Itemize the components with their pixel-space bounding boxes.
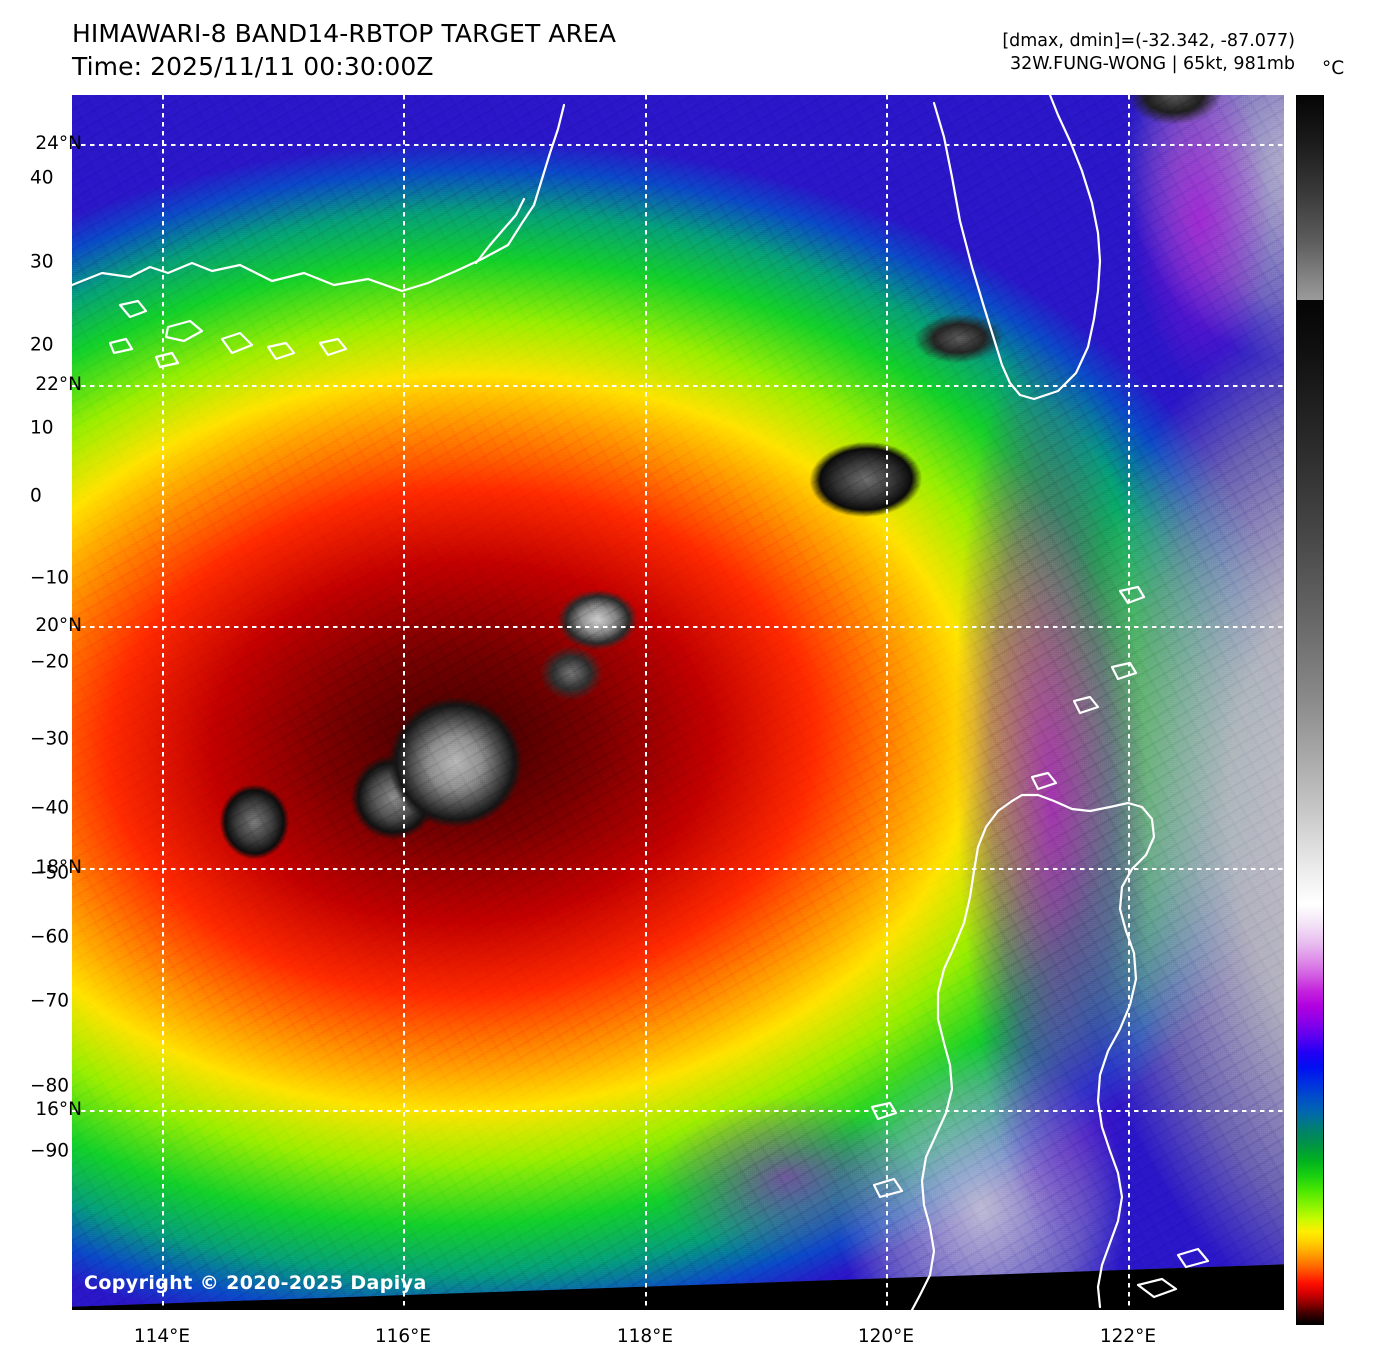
- temperature-colorbar: [1296, 95, 1324, 1325]
- dmax-dmin-readout: [dmax, dmin]=(-32.342, -87.077): [1002, 31, 1295, 51]
- pixel-grain-texture: [72, 95, 1284, 1310]
- colorbar-tick-10: 10: [30, 417, 54, 439]
- satellite-swath-clip: [72, 95, 1284, 1310]
- colorbar-tick--50: −50: [30, 862, 70, 884]
- colorbar-tick-30: 30: [30, 251, 54, 273]
- satellite-swath: [72, 95, 1284, 1310]
- colorbar-unit-label: °C: [1322, 58, 1345, 79]
- colorbar-tick-20: 20: [30, 334, 54, 356]
- storm-info-readout: 32W.FUNG-WONG | 65kt, 981mb: [1010, 54, 1295, 75]
- lat-label-18: 18°N: [35, 857, 82, 878]
- lat-label-24: 24°N: [35, 133, 82, 154]
- copyright-notice: Copyright © 2020-2025 Dapiya: [84, 1272, 427, 1294]
- product-title: HIMAWARI-8 BAND14-RBTOP TARGET AREA: [72, 19, 617, 48]
- lat-label-20: 20°N: [35, 615, 82, 636]
- colorbar-main-segment: [1297, 299, 1323, 1324]
- colorbar-tick--80: −80: [30, 1075, 70, 1097]
- lon-label-122: 122°E: [1099, 1326, 1157, 1347]
- lat-label-22: 22°N: [35, 374, 82, 395]
- colorbar-tick-40: 40: [30, 167, 54, 189]
- lon-label-118: 118°E: [616, 1326, 674, 1347]
- lat-label-16: 16°N: [35, 1099, 82, 1120]
- colorbar-tick--70: −70: [30, 990, 70, 1012]
- lon-label-116: 116°E: [374, 1326, 432, 1347]
- colorbar-tick--90: −90: [30, 1140, 70, 1162]
- observation-time: Time: 2025/11/11 00:30:00Z: [72, 51, 434, 81]
- lon-label-114: 114°E: [133, 1326, 191, 1347]
- colorbar-tick--40: −40: [30, 797, 70, 819]
- colorbar-warm-segment: [1297, 96, 1323, 300]
- colorbar-tick--10: −10: [30, 567, 70, 589]
- colorbar-tick--30: −30: [30, 728, 70, 750]
- page-title: HIMAWARI-8 BAND14-RBTOP TARGET AREA Time…: [72, 18, 616, 83]
- colorbar-tick--60: −60: [30, 926, 70, 948]
- lon-label-120: 120°E: [857, 1326, 915, 1347]
- colorbar-tick--20: −20: [30, 651, 70, 673]
- colorbar-tick-0: 0: [30, 485, 42, 507]
- satellite-image-panel: Copyright © 2020-2025 Dapiya: [72, 95, 1284, 1310]
- metadata-block: [dmax, dmin]=(-32.342, -87.077) 32W.FUNG…: [1002, 30, 1295, 76]
